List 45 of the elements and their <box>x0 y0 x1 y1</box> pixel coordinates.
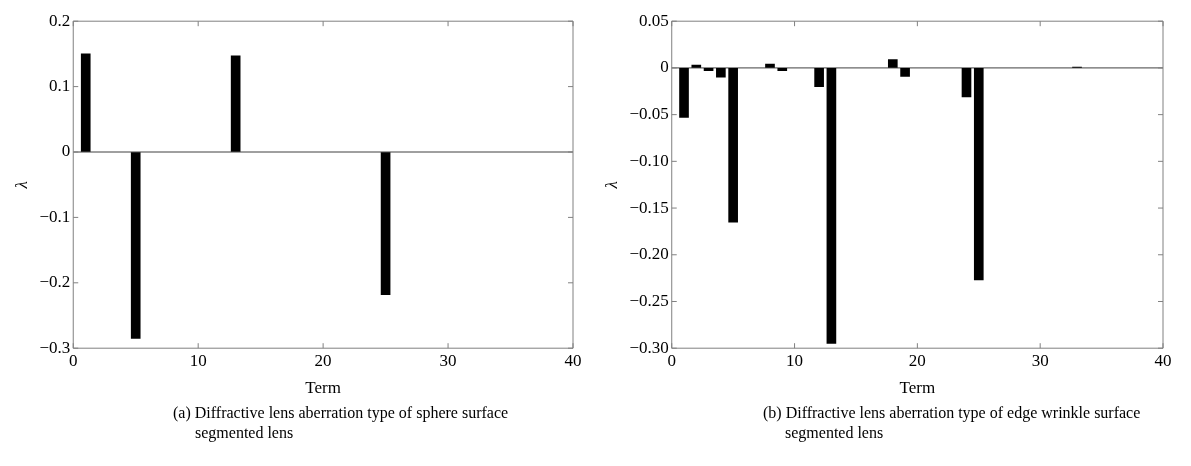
bar <box>230 55 241 152</box>
bar <box>765 63 775 68</box>
bar <box>887 59 898 68</box>
y-tick-label: −0.1 <box>39 206 71 226</box>
bar <box>703 68 714 72</box>
y-tick-label: 0.1 <box>48 76 71 96</box>
bar <box>728 68 738 223</box>
y-tick-label: −0.3 <box>39 337 71 357</box>
bar <box>679 68 689 118</box>
y-tick-label: 0 <box>61 141 71 161</box>
bar <box>380 152 391 295</box>
text: (b) Diffractive lens aberration type of edge wrinkle surface segmented lens <box>762 403 1142 443</box>
y-tick-label: −0.25 <box>629 290 669 310</box>
bar <box>691 64 702 68</box>
bar <box>973 68 984 281</box>
x-tick-label: 30 <box>439 350 457 370</box>
x-axis-title: Term <box>899 378 936 398</box>
y-tick-label: −0.2 <box>39 272 71 292</box>
x-tick-label: 10 <box>189 350 207 370</box>
y-tick-label: 0.2 <box>48 10 71 30</box>
x-axis-title: Term <box>305 378 341 398</box>
y-tick-label: 0.05 <box>638 10 669 30</box>
bar <box>961 68 972 98</box>
bar <box>777 68 788 72</box>
bar <box>900 68 910 77</box>
y-tick-label: −0.20 <box>629 244 669 264</box>
bar <box>826 68 837 344</box>
x-tick-label: 40 <box>1154 350 1172 370</box>
y-tick-label: 0 <box>660 57 669 77</box>
y-tick-label: −0.30 <box>629 337 669 357</box>
y-axis-title: λ <box>11 181 31 190</box>
y-tick-label: −0.10 <box>629 150 669 170</box>
x-tick-label: 30 <box>1031 350 1049 370</box>
bar <box>130 152 141 339</box>
bar <box>814 68 824 87</box>
x-tick-label: 10 <box>786 350 804 370</box>
x-tick-label: 20 <box>908 350 926 370</box>
x-tick-label: 20 <box>314 350 332 370</box>
bar <box>716 68 726 78</box>
y-tick-label: −0.05 <box>629 104 669 124</box>
y-tick-label: −0.15 <box>629 197 669 217</box>
bar <box>80 53 91 152</box>
x-tick-label: 40 <box>564 350 582 370</box>
text: (a) Diffractive lens aberration type of sphere surface segmented lens <box>172 403 510 443</box>
y-axis-title: λ <box>601 181 621 190</box>
